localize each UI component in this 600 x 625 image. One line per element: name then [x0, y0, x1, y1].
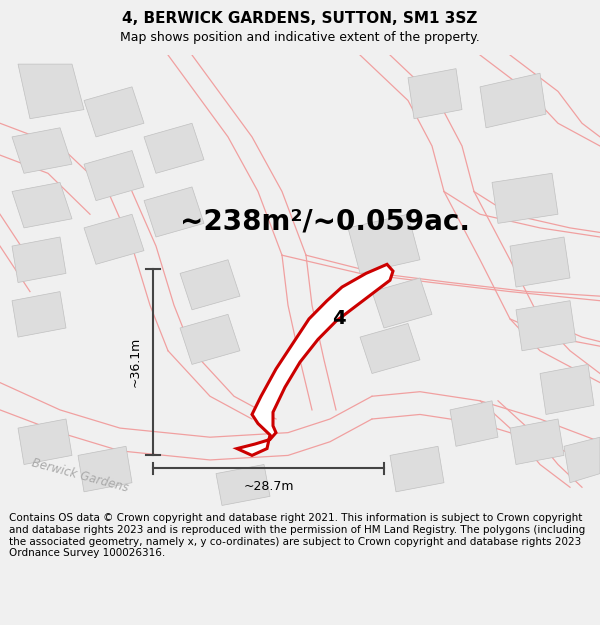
Polygon shape: [450, 401, 498, 446]
Polygon shape: [390, 446, 444, 492]
Polygon shape: [492, 173, 558, 223]
Polygon shape: [12, 292, 66, 337]
Polygon shape: [144, 187, 204, 237]
Polygon shape: [12, 127, 72, 173]
Polygon shape: [84, 87, 144, 137]
Polygon shape: [510, 419, 564, 464]
Polygon shape: [480, 73, 546, 127]
Polygon shape: [18, 419, 72, 464]
Polygon shape: [564, 438, 600, 483]
Polygon shape: [540, 364, 594, 414]
Polygon shape: [12, 237, 66, 282]
Polygon shape: [408, 69, 462, 119]
Text: Contains OS data © Crown copyright and database right 2021. This information is : Contains OS data © Crown copyright and d…: [9, 514, 585, 558]
Polygon shape: [78, 446, 132, 492]
Polygon shape: [510, 237, 570, 287]
Polygon shape: [216, 464, 270, 506]
Text: Map shows position and indicative extent of the property.: Map shows position and indicative extent…: [120, 31, 480, 44]
Text: 4, BERWICK GARDENS, SUTTON, SM1 3SZ: 4, BERWICK GARDENS, SUTTON, SM1 3SZ: [122, 11, 478, 26]
Polygon shape: [348, 214, 420, 273]
Polygon shape: [84, 214, 144, 264]
Text: 4: 4: [332, 309, 346, 328]
Text: ~238m²/~0.059ac.: ~238m²/~0.059ac.: [180, 207, 470, 235]
Text: Berwick Gardens: Berwick Gardens: [30, 457, 130, 495]
Polygon shape: [144, 123, 204, 173]
Text: ~36.1m: ~36.1m: [128, 337, 142, 388]
Polygon shape: [360, 324, 420, 374]
Polygon shape: [84, 151, 144, 201]
Polygon shape: [516, 301, 576, 351]
Polygon shape: [372, 278, 432, 328]
Polygon shape: [12, 182, 72, 228]
Polygon shape: [237, 264, 393, 456]
Text: ~28.7m: ~28.7m: [243, 480, 294, 493]
Polygon shape: [180, 260, 240, 310]
Polygon shape: [18, 64, 84, 119]
Polygon shape: [180, 314, 240, 364]
